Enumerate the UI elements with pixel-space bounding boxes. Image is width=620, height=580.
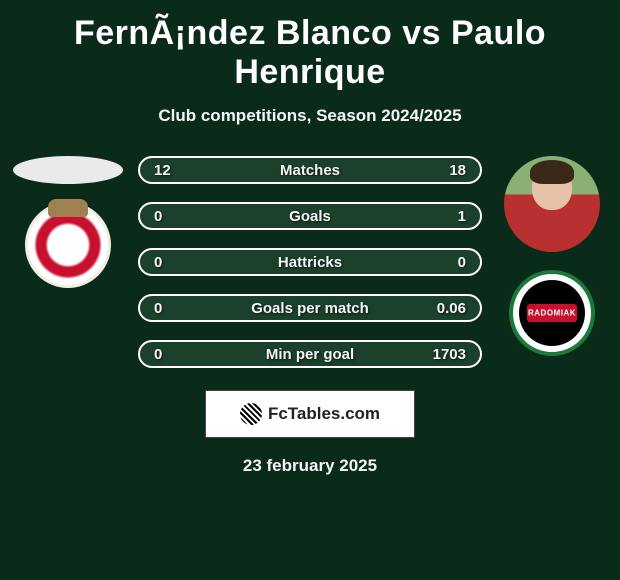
comparison-card: FernÃ¡ndez Blanco vs Paulo Henrique Club… xyxy=(0,0,620,486)
stat-left-value: 12 xyxy=(154,162,171,179)
left-player-column xyxy=(8,156,128,368)
page-title: FernÃ¡ndez Blanco vs Paulo Henrique xyxy=(0,14,620,92)
football-icon xyxy=(240,403,262,425)
right-player-photo xyxy=(504,156,600,252)
stat-right-value: 1703 xyxy=(433,346,466,363)
stat-row-hattricks: 0 Hattricks 0 xyxy=(138,248,482,276)
stat-right-value: 0 xyxy=(458,254,466,271)
stat-right-value: 18 xyxy=(449,162,466,179)
stats-column: 12 Matches 18 0 Goals 1 0 Hattricks 0 0 … xyxy=(128,156,492,368)
stat-row-goals-per-match: 0 Goals per match 0.06 xyxy=(138,294,482,322)
stat-label: Hattricks xyxy=(278,254,342,271)
stat-label: Matches xyxy=(280,162,340,179)
right-club-badge-label: RADOMIAK xyxy=(513,309,591,318)
stat-row-goals: 0 Goals 1 xyxy=(138,202,482,230)
right-club-badge: RADOMIAK xyxy=(509,270,595,356)
stat-label: Min per goal xyxy=(266,346,354,363)
main-content: 12 Matches 18 0 Goals 1 0 Hattricks 0 0 … xyxy=(0,156,620,368)
stat-right-value: 1 xyxy=(458,208,466,225)
stat-left-value: 0 xyxy=(154,208,162,225)
stat-left-value: 0 xyxy=(154,300,162,317)
right-player-column: RADOMIAK xyxy=(492,156,612,368)
stat-label: Goals xyxy=(289,208,331,225)
branding-box[interactable]: FcTables.com xyxy=(205,390,415,438)
left-player-photo xyxy=(13,156,123,184)
stat-left-value: 0 xyxy=(154,254,162,271)
branding-text: FcTables.com xyxy=(268,404,380,424)
stat-label: Goals per match xyxy=(251,300,369,317)
stat-row-matches: 12 Matches 18 xyxy=(138,156,482,184)
left-club-badge xyxy=(25,202,111,288)
page-subtitle: Club competitions, Season 2024/2025 xyxy=(0,106,620,126)
stat-right-value: 0.06 xyxy=(437,300,466,317)
footer-date: 23 february 2025 xyxy=(0,456,620,476)
stat-left-value: 0 xyxy=(154,346,162,363)
stat-row-min-per-goal: 0 Min per goal 1703 xyxy=(138,340,482,368)
